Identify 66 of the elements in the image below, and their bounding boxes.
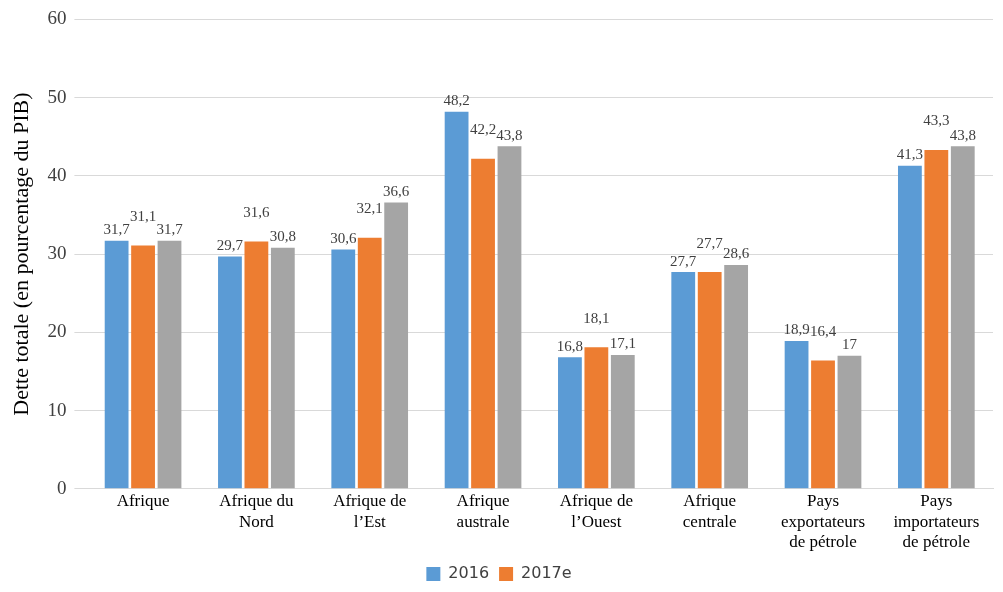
- data-label: 43,3: [923, 112, 950, 129]
- bar: [331, 249, 356, 489]
- bar: [898, 165, 922, 489]
- data-label: 31,7: [156, 221, 184, 238]
- x-tick-label: Afrique de l’Ouest: [559, 491, 633, 531]
- bar: [104, 240, 129, 489]
- data-label: 31,1: [129, 207, 157, 224]
- x-tick-label: Afrique de l’Est: [333, 491, 407, 531]
- bar: [558, 357, 582, 489]
- data-label: 27,7: [670, 252, 697, 269]
- data-label: 17: [841, 336, 858, 353]
- y-tick-label: 60: [47, 7, 67, 29]
- x-tick-label: Afrique australe: [456, 491, 510, 531]
- legend-label: 2017e: [521, 563, 572, 583]
- x-tick-label: Afrique du Nord: [219, 491, 294, 531]
- y-tick-label: 20: [47, 320, 67, 342]
- y-tick-label: 50: [47, 85, 67, 107]
- bar: [157, 240, 182, 489]
- bar: [471, 158, 495, 489]
- x-tick-label: Afrique centrale: [682, 491, 737, 531]
- data-label: 30,6: [330, 229, 357, 246]
- y-tick-label: 0: [56, 476, 67, 498]
- bar: [724, 265, 749, 489]
- bar: [384, 202, 409, 489]
- y-tick-label: 40: [47, 163, 67, 185]
- data-label: 27,7: [696, 234, 724, 251]
- data-label: 16,4: [809, 322, 837, 339]
- data-label: 29,7: [216, 236, 244, 253]
- bar: [610, 355, 635, 489]
- data-label: 31,7: [103, 221, 131, 238]
- data-label: 18,1: [583, 309, 610, 326]
- bar: [357, 237, 382, 489]
- x-tick-label: Pays importateurs de pétrole: [893, 491, 980, 552]
- legend-label: 2016: [448, 563, 490, 583]
- y-tick-label: 30: [47, 242, 67, 264]
- y-axis-title: Dette totale (en pourcentage du PIB): [7, 92, 33, 416]
- bar: [497, 146, 522, 489]
- data-label: 17,1: [609, 335, 636, 352]
- bar: [811, 360, 835, 489]
- data-label: 43,8: [949, 126, 976, 143]
- data-label: 43,8: [496, 126, 523, 143]
- bar: [218, 256, 242, 489]
- y-tick-label: 10: [47, 398, 67, 420]
- bar: [244, 241, 269, 489]
- data-label: 18,9: [783, 321, 810, 338]
- bar: [270, 247, 295, 489]
- bar: [584, 347, 609, 489]
- x-tick-label: Pays exportateurs de pétrole: [781, 491, 866, 552]
- data-label: 28,6: [723, 245, 750, 262]
- bar: [950, 146, 975, 489]
- bar: [697, 272, 722, 489]
- bar: [924, 150, 949, 489]
- data-label: 30,8: [269, 228, 296, 245]
- data-label: 42,2: [469, 121, 497, 138]
- data-label: 16,8: [556, 337, 584, 354]
- bar: [444, 111, 469, 489]
- data-label: 31,6: [243, 204, 271, 221]
- x-tick-label: Afrique: [116, 491, 170, 511]
- bar: [784, 340, 809, 489]
- data-label: 41,3: [896, 146, 924, 163]
- data-label: 36,6: [383, 182, 410, 199]
- bar: [837, 355, 862, 489]
- data-label: 48,2: [443, 92, 470, 109]
- bar: [671, 272, 696, 489]
- data-label: 32,1: [356, 200, 383, 217]
- bar: [131, 245, 155, 489]
